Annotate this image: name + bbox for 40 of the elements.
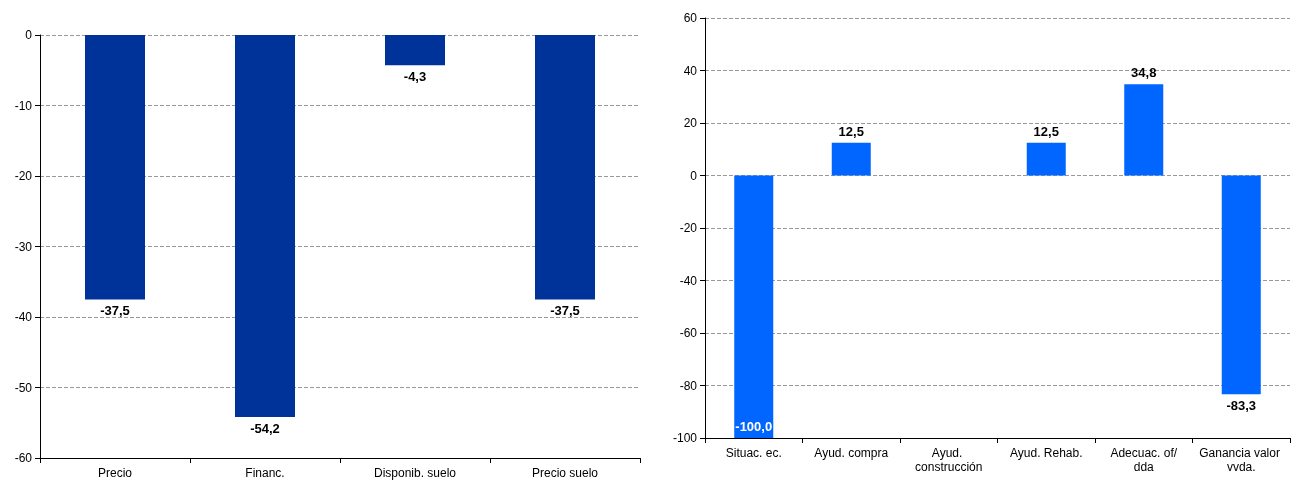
y-tick-label: 40 xyxy=(683,63,698,78)
y-tick-label: -20 xyxy=(14,169,33,183)
y-tick-label: -40 xyxy=(679,273,698,288)
data-label: -54,2 xyxy=(250,421,280,437)
data-label: -4,3 xyxy=(403,69,427,85)
x-tick-label: Disponib. suelo xyxy=(373,466,457,480)
y-tick-label: -60 xyxy=(679,326,698,340)
x-tick-label: Situac. ec. xyxy=(725,446,782,460)
x-tick-label: Ayud. Rehab. xyxy=(1010,446,1083,460)
y-tick-label: -100 xyxy=(672,431,698,445)
x-tick-label: Financ. xyxy=(245,466,285,480)
y-tick-label: 60 xyxy=(683,11,698,25)
bar xyxy=(1124,84,1164,176)
data-label: 12,5 xyxy=(1033,123,1059,139)
x-tick-label: Ayud. compra xyxy=(814,446,889,460)
data-label: 34,8 xyxy=(1131,65,1157,81)
y-tick-label: -40 xyxy=(14,310,33,324)
x-tick-label: Precio xyxy=(97,466,133,480)
x-tick-label: Ganancia valor vvda. xyxy=(1199,446,1284,474)
x-tick-label: Ayud. construcción xyxy=(915,446,983,474)
y-tick-label: 0 xyxy=(690,168,698,183)
y-tick-label: -20 xyxy=(679,221,698,235)
y-tick-label: -30 xyxy=(14,239,33,254)
bar xyxy=(831,142,871,176)
y-tick-label: -80 xyxy=(679,378,698,393)
y-tick-label: -10 xyxy=(14,98,33,113)
data-label: -83,3 xyxy=(1226,398,1257,414)
x-tick-label: Adecuac. of/dda xyxy=(1110,446,1178,474)
y-tick-label: -50 xyxy=(14,380,33,395)
x-tick-label: Precio suelo xyxy=(531,466,599,480)
y-tick-label: 0 xyxy=(25,28,33,42)
data-label: 12,5 xyxy=(838,123,864,139)
bar xyxy=(1026,142,1066,176)
data-label: -37,5 xyxy=(550,303,580,319)
data-label: -37,5 xyxy=(100,303,130,319)
bar xyxy=(1221,175,1261,395)
bar xyxy=(734,175,774,438)
y-tick-label: 20 xyxy=(683,116,698,130)
y-tick-label: -60 xyxy=(14,451,33,465)
data-label: -100,0 xyxy=(735,419,773,434)
